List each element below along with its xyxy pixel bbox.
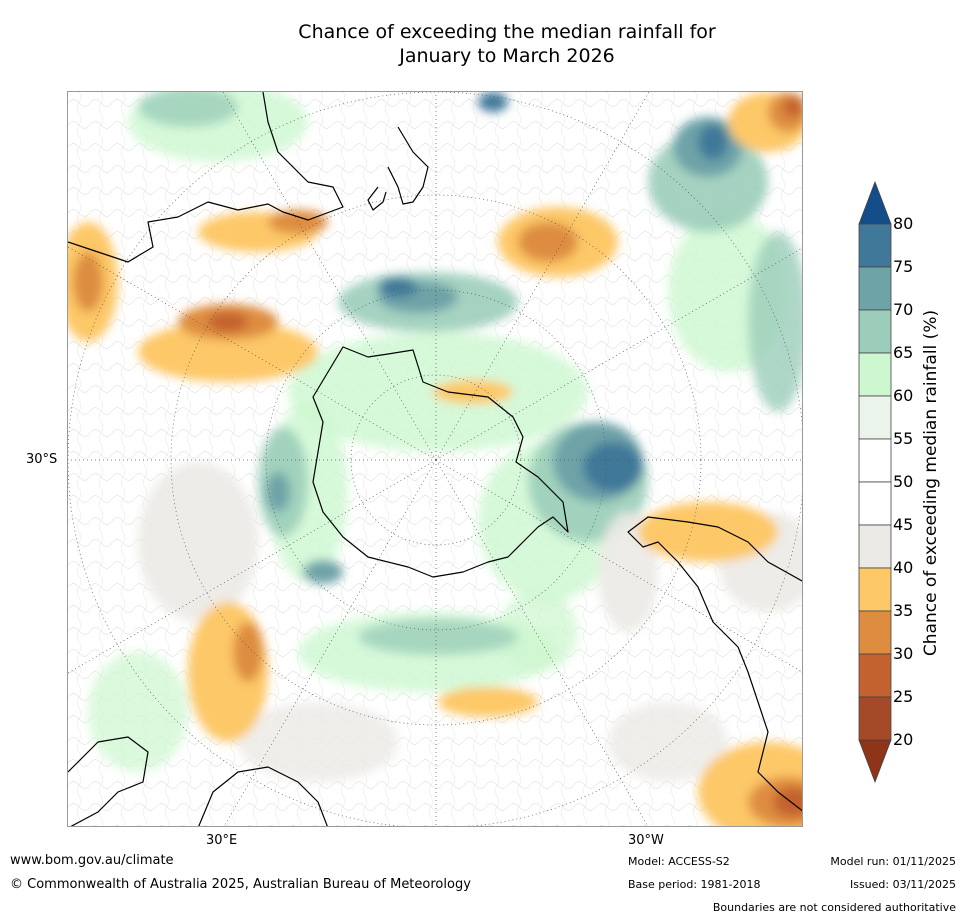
colorbar-graphic [858, 180, 892, 784]
colorbar-tick-50: 50 [893, 472, 914, 491]
colorbar-tick-30: 30 [893, 644, 914, 663]
colorbar-band-30-35 [858, 610, 892, 655]
coast-south-america [627, 516, 802, 812]
colorbar-title: Chance of exceeding median rainfall (%) [921, 309, 941, 657]
colorbar-band-75-80 [858, 223, 892, 268]
colorbar-tick-80: 80 [893, 214, 914, 233]
colorbar-band-20-25 [858, 696, 892, 741]
colorbar-band-65-70 [858, 309, 892, 354]
title-line-2: January to March 2026 [399, 45, 615, 67]
colorbar-tick-20: 20 [893, 730, 914, 749]
website-text: www.bom.gov.au/climate [10, 853, 174, 868]
disclaimer-text: Boundaries are not considered authoritat… [712, 901, 956, 914]
title-line-1: Chance of exceeding the median rainfall … [298, 21, 716, 43]
coast-africa [68, 736, 328, 826]
chart-title: Chance of exceeding the median rainfall … [0, 20, 965, 68]
copyright-text: © Commonwealth of Australia 2025, Austra… [10, 877, 471, 892]
colorbar-tick-60: 60 [893, 386, 914, 405]
colorbar-under-arrow [858, 739, 892, 784]
anomaly-field [68, 92, 802, 826]
map-canvas [68, 92, 802, 826]
coast-antarctica [312, 346, 569, 578]
coastlines [68, 92, 802, 826]
colorbar-band-70-75 [858, 266, 892, 311]
colorbar-band-40-45 [858, 524, 892, 569]
colorbar-tick-45: 45 [893, 515, 914, 534]
lat-label-30s: 30°S [26, 452, 58, 467]
issued-text: Issued: 03/11/2025 [849, 878, 956, 891]
base-period-text: Base period: 1981-2018 [628, 878, 761, 891]
model-text: Model: ACCESS-S2 [628, 855, 730, 868]
colorbar-tick-55: 55 [893, 429, 914, 448]
colorbar-tick-65: 65 [893, 343, 914, 362]
colorbar-tick-75: 75 [893, 257, 914, 276]
colorbar-tick-40: 40 [893, 558, 914, 577]
colorbar-tick-70: 70 [893, 300, 914, 319]
colorbar-tick-25: 25 [893, 687, 914, 706]
graticule [68, 92, 802, 826]
rainfall-map [67, 91, 803, 827]
colorbar-tick-35: 35 [893, 601, 914, 620]
model-run-text: Model run: 01/11/2025 [830, 855, 956, 868]
colorbar-band-60-65 [858, 352, 892, 397]
lon-label-30w: 30°W [628, 833, 664, 848]
colorbar-band-35-40 [858, 567, 892, 612]
colorbar-band-55-60 [858, 395, 892, 440]
colorbar-over-arrow [858, 180, 892, 225]
colorbar-band-25-30 [858, 653, 892, 698]
coast-new-zealand [367, 126, 429, 211]
colorbar-band-50-55 [858, 438, 892, 483]
lon-label-30e: 30°E [206, 833, 238, 848]
coast-australia [68, 92, 344, 263]
colorbar-band-45-50 [858, 481, 892, 526]
